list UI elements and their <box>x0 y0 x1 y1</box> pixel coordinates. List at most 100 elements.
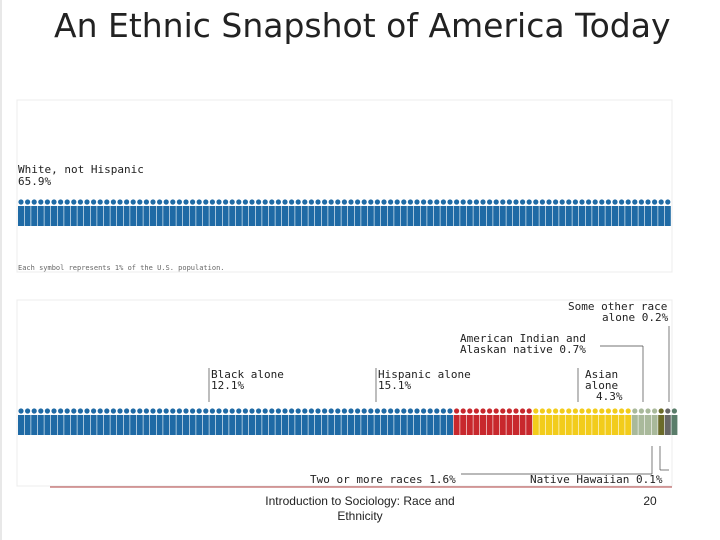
figure-white-not-hispanic-18 <box>130 408 137 435</box>
figure-black-alone-11 <box>519 408 526 435</box>
figure-white-not-hispanic-29 <box>202 408 209 435</box>
figure-top-65 <box>440 199 447 226</box>
figure-white-not-hispanic-65 <box>440 408 447 435</box>
figure-white-not-hispanic-49 <box>334 408 341 435</box>
slide-title: An Ethnic Snapshot of America Today <box>54 6 671 45</box>
figure-white-not-hispanic-21 <box>150 408 156 435</box>
slide-left-edge <box>0 0 2 540</box>
figure-black-alone-7 <box>493 408 500 435</box>
figure-top-48 <box>328 199 335 226</box>
figure-white-not-hispanic-44 <box>301 408 308 435</box>
figure-white-not-hispanic-56 <box>381 408 387 435</box>
figure-white-not-hispanic-55 <box>374 408 381 435</box>
figure-white-not-hispanic-26 <box>183 408 189 435</box>
figure-white-not-hispanic-25 <box>176 408 183 435</box>
figure-hispanic-alone-9 <box>585 408 592 435</box>
label-black-pct: 12.1% <box>211 379 244 392</box>
figure-white-not-hispanic-12 <box>90 408 97 435</box>
figure-white-not-hispanic-14 <box>103 408 110 435</box>
figure-white-not-hispanic-1 <box>18 408 24 435</box>
figure-white-not-hispanic-48 <box>328 408 335 435</box>
label-other-2: alone 0.2% <box>602 311 669 324</box>
figure-hispanic-alone-12 <box>605 408 612 435</box>
figure-top-88 <box>592 199 599 226</box>
figure-white-not-hispanic-66 <box>447 408 453 435</box>
label-two-or-more: Two or more races 1.6% <box>310 473 456 486</box>
figure-black-alone-5 <box>480 408 486 435</box>
figure-white-not-hispanic-3 <box>31 408 38 435</box>
figure-top-31 <box>216 199 222 226</box>
figure-top-98 <box>658 199 665 226</box>
figure-top-93 <box>625 199 632 226</box>
figure-white-not-hispanic-19 <box>136 408 143 435</box>
figure-white-not-hispanic-5 <box>44 408 51 435</box>
figure-top-87 <box>585 199 592 226</box>
figure-white-not-hispanic-10 <box>77 408 84 435</box>
figure-white-not-hispanic-4 <box>37 408 44 435</box>
figure-top-24 <box>169 199 176 226</box>
figure-top-1 <box>18 199 24 226</box>
figure-white-not-hispanic-35 <box>242 408 249 435</box>
figure-top-38 <box>262 199 269 226</box>
figure-top-14 <box>103 199 110 226</box>
figure-white-not-hispanic-9 <box>70 408 77 435</box>
page-number: 20 <box>643 494 657 508</box>
figure-top-53 <box>361 199 368 226</box>
figure-hispanic-alone-8 <box>579 408 585 435</box>
figure-asian-alone-4 <box>651 408 658 435</box>
figure-white-not-hispanic-11 <box>84 408 90 435</box>
figure-white-not-hispanic-6 <box>51 408 57 435</box>
figure-white-not-hispanic-8 <box>64 408 71 435</box>
figure-top-36 <box>249 199 255 226</box>
figure-top-80 <box>539 199 546 226</box>
figure-black-alone-8 <box>499 408 506 435</box>
figure-white-not-hispanic-63 <box>427 408 434 435</box>
figure-top-94 <box>631 199 638 226</box>
figure-top-47 <box>321 199 328 226</box>
figure-white-not-hispanic-62 <box>420 408 427 435</box>
figure-top-23 <box>163 199 170 226</box>
figure-top-69 <box>466 199 473 226</box>
label-asian: Asian <box>585 368 618 381</box>
figure-white-not-hispanic-42 <box>288 408 295 435</box>
figure-white-not-hispanic-53 <box>361 408 368 435</box>
figure-top-41 <box>282 199 288 226</box>
figure-top-30 <box>209 199 216 226</box>
figure-white-not-hispanic-52 <box>354 408 361 435</box>
figure-top-76 <box>513 199 519 226</box>
figure-top-22 <box>156 199 163 226</box>
figure-hispanic-alone-5 <box>559 408 566 435</box>
figure-top-63 <box>427 199 434 226</box>
figure-top-44 <box>301 199 308 226</box>
figure-american-indian-and-alaskan-native-1 <box>658 408 665 435</box>
figure-top-25 <box>176 199 183 226</box>
figure-top-66 <box>447 199 453 226</box>
figure-top-56 <box>381 199 387 226</box>
figure-hispanic-alone-10 <box>592 408 599 435</box>
figure-top-62 <box>420 199 427 226</box>
figure-white-not-hispanic-59 <box>400 408 407 435</box>
figure-top-12 <box>90 199 97 226</box>
figure-top-55 <box>374 199 381 226</box>
figure-top-8 <box>64 199 71 226</box>
figure-white-not-hispanic-17 <box>123 408 130 435</box>
figure-top-42 <box>288 199 295 226</box>
figure-top-84 <box>565 199 572 226</box>
figure-top-51 <box>348 199 354 226</box>
figure-top-43 <box>295 199 302 226</box>
bottom-panel <box>16 299 673 487</box>
figure-top-64 <box>433 199 440 226</box>
figure-white-not-hispanic-20 <box>143 408 150 435</box>
figure-top-17 <box>123 199 130 226</box>
figure-white-not-hispanic-28 <box>196 408 203 435</box>
figure-top-2 <box>24 199 31 226</box>
figure-top-78 <box>526 199 533 226</box>
figure-black-alone-6 <box>486 408 493 435</box>
figure-hispanic-alone-4 <box>552 408 559 435</box>
figure-hispanic-alone-7 <box>572 408 579 435</box>
figure-top-13 <box>97 199 104 226</box>
figure-hispanic-alone-1 <box>532 408 539 435</box>
figure-top-18 <box>130 199 137 226</box>
label-asian-2: alone <box>585 379 618 392</box>
